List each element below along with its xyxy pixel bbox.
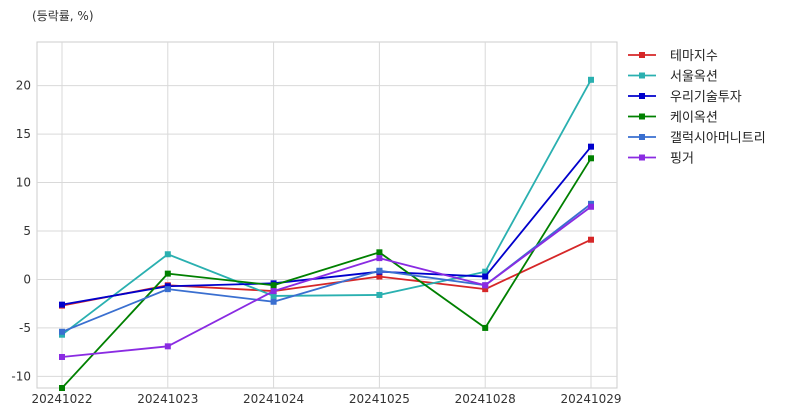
legend-item: 갤럭시아머니트리: [628, 131, 766, 146]
y-tick-label: 5: [23, 224, 31, 238]
x-tick-label: 20241022: [31, 392, 92, 406]
data-point: [270, 292, 277, 299]
plot-frame: [36, 41, 618, 389]
legend-marker: [639, 72, 645, 79]
data-point: [588, 76, 594, 83]
data-point: [59, 353, 65, 360]
y-axis-ticks: -10 -5 0 5 10 15 20: [11, 79, 31, 384]
x-tick-label: 20241029: [560, 392, 621, 406]
data-point: [588, 143, 594, 150]
legend-item: 핑거: [628, 152, 694, 167]
unit-label: (등락률, %): [32, 9, 94, 23]
legend-label: 테마지수: [670, 49, 718, 64]
series-line: [61, 79, 592, 336]
y-tick-label: 10: [16, 176, 31, 190]
data-point: [59, 328, 65, 335]
data-point: [164, 270, 171, 277]
x-tick-label: 20241028: [455, 392, 516, 406]
data-point: [164, 286, 171, 293]
y-tick-label: 0: [23, 272, 31, 286]
series-line: [61, 157, 592, 389]
y-tick-label: -5: [19, 321, 31, 335]
x-tick-label: 20241023: [137, 392, 198, 406]
legend-item: 테마지수: [628, 49, 718, 64]
plot-area: [36, 41, 618, 389]
data-point: [588, 155, 594, 162]
series-layer: [59, 76, 594, 391]
y-tick-label: 20: [16, 79, 31, 93]
legend-marker: [639, 154, 645, 161]
legend-marker: [639, 93, 645, 99]
data-point: [482, 286, 489, 293]
data-point: [482, 324, 489, 331]
series-line: [61, 206, 592, 358]
data-point: [376, 291, 383, 298]
data-point: [270, 298, 277, 305]
data-point: [376, 273, 383, 280]
legend-label: 우리기술투자: [670, 90, 742, 105]
data-point: [482, 282, 489, 289]
legend-item: 케이옥션: [628, 111, 718, 126]
data-point: [376, 249, 383, 256]
legend-marker: [639, 134, 645, 140]
series-6: [59, 203, 594, 360]
data-point: [482, 268, 489, 275]
series-line: [61, 146, 592, 306]
data-point: [59, 301, 65, 308]
data-point: [164, 251, 171, 258]
legend-marker: [639, 113, 645, 120]
y-tick-label: -10: [11, 369, 31, 383]
legend-marker: [639, 52, 645, 58]
data-point: [59, 385, 65, 391]
data-point: [482, 273, 489, 280]
legend-label: 갤럭시아머니트리: [670, 131, 766, 146]
data-point: [376, 267, 383, 274]
data-point: [270, 282, 277, 289]
legend-label: 케이옥션: [670, 111, 718, 126]
legend-item: 서울옥션: [628, 70, 718, 85]
data-point: [376, 255, 383, 262]
data-point: [588, 203, 594, 210]
data-point: [164, 343, 171, 350]
data-point: [270, 288, 277, 295]
legend-item: 우리기술투자: [628, 90, 742, 105]
x-tick-label: 20241025: [349, 392, 410, 406]
x-tick-label: 20241024: [243, 392, 304, 406]
data-point: [588, 236, 594, 243]
y-tick-label: 15: [16, 127, 31, 141]
legend-label: 서울옥션: [670, 70, 718, 85]
legend-label: 핑거: [670, 152, 694, 167]
series-4: [59, 155, 594, 391]
x-axis-ticks: 20241022 20241023 20241024 20241025 20241028…: [31, 392, 621, 406]
